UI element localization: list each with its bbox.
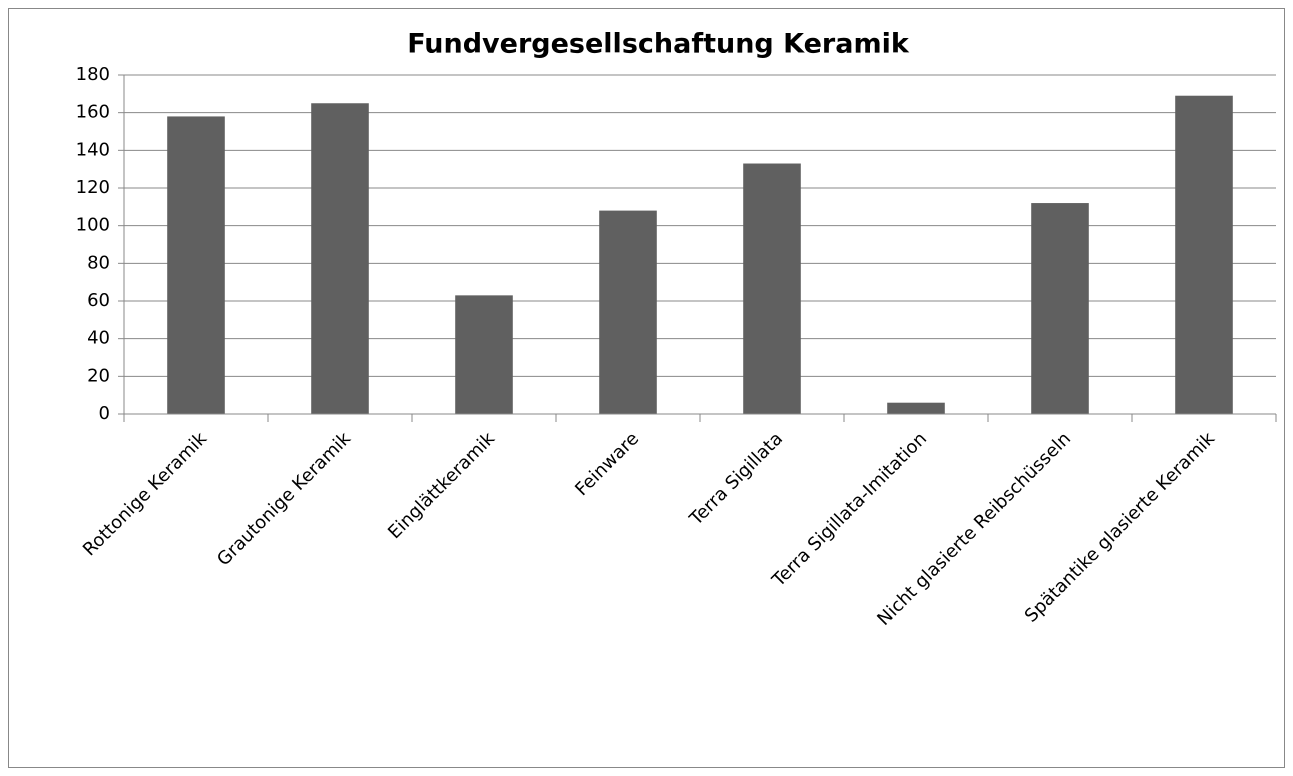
y-tick-label: 120 <box>76 177 110 198</box>
bar <box>455 295 513 414</box>
bar <box>1175 95 1233 414</box>
y-tick-label: 60 <box>87 290 110 311</box>
y-tick-label: 100 <box>76 215 110 236</box>
bar <box>887 402 945 414</box>
chart-title: Fundvergesellschaftung Keramik <box>407 29 910 60</box>
y-tick-label: 40 <box>87 328 110 349</box>
bar <box>1031 203 1089 414</box>
y-tick-label: 0 <box>99 403 110 424</box>
y-tick-label: 140 <box>76 139 110 160</box>
bar <box>167 116 225 414</box>
y-tick-label: 20 <box>87 365 110 386</box>
bar <box>311 103 369 414</box>
y-tick-label: 80 <box>87 252 110 273</box>
y-tick-label: 160 <box>76 102 110 123</box>
bar <box>743 163 801 414</box>
bar <box>599 210 657 414</box>
y-tick-label: 180 <box>76 64 110 85</box>
